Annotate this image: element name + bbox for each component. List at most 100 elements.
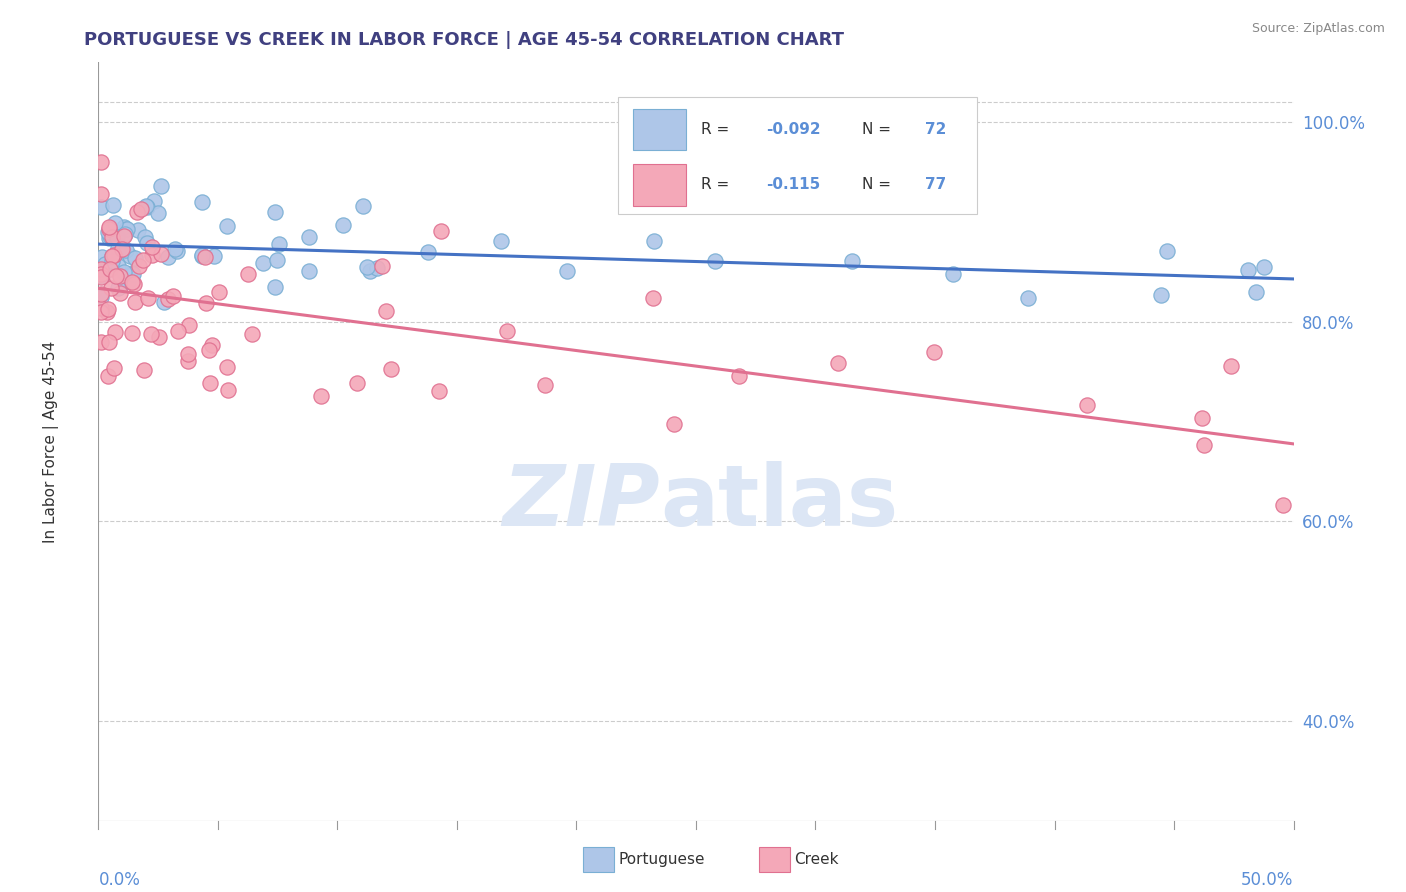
Point <box>115 243 138 257</box>
Point <box>1191 411 1213 425</box>
Text: -0.092: -0.092 <box>766 122 821 137</box>
Point <box>309 389 332 403</box>
Point <box>496 324 519 338</box>
Point <box>121 266 143 280</box>
Point <box>194 251 217 265</box>
Point <box>98 228 121 243</box>
Point <box>177 354 200 368</box>
Point <box>121 275 143 289</box>
Point <box>298 264 321 278</box>
Point <box>149 247 172 261</box>
Point <box>194 295 217 310</box>
Point <box>98 221 121 235</box>
Point <box>136 200 159 214</box>
Point <box>101 249 124 263</box>
Point <box>135 236 157 251</box>
Point <box>100 281 122 295</box>
Point <box>197 343 219 358</box>
Point <box>90 267 112 281</box>
Point <box>150 178 173 193</box>
Text: atlas: atlas <box>661 460 898 544</box>
Text: Portuguese: Portuguese <box>619 853 706 867</box>
Point <box>134 230 156 244</box>
Point <box>157 292 180 306</box>
Text: N =: N = <box>862 122 896 137</box>
Point <box>104 216 127 230</box>
Point <box>427 384 450 398</box>
Point <box>90 286 112 301</box>
Point <box>264 279 287 293</box>
Point <box>101 253 124 268</box>
Point <box>533 378 555 392</box>
Point <box>332 218 354 232</box>
Point <box>1017 291 1039 305</box>
Point <box>93 257 115 271</box>
Point <box>166 244 188 258</box>
Point <box>90 334 112 349</box>
Point <box>380 361 402 376</box>
Point <box>97 225 120 239</box>
Text: N =: N = <box>862 178 896 192</box>
Point <box>152 295 174 310</box>
Point <box>97 368 120 383</box>
Point <box>1236 263 1258 277</box>
Point <box>111 243 134 257</box>
Point <box>146 205 169 219</box>
Point <box>827 356 849 370</box>
Point <box>238 267 260 281</box>
Point <box>124 251 146 265</box>
Text: PORTUGUESE VS CREEK IN LABOR FORCE | AGE 45-54 CORRELATION CHART: PORTUGUESE VS CREEK IN LABOR FORCE | AGE… <box>84 31 845 49</box>
Point <box>121 267 143 281</box>
Point <box>163 242 186 256</box>
Point <box>148 330 170 344</box>
Point <box>134 362 156 376</box>
Point <box>114 222 136 236</box>
Point <box>90 269 112 284</box>
Point <box>103 248 125 262</box>
Point <box>127 223 149 237</box>
Text: 0.0%: 0.0% <box>98 871 141 888</box>
Point <box>90 187 112 202</box>
Point <box>142 194 165 208</box>
Point <box>108 237 131 252</box>
Point <box>356 260 378 274</box>
Point <box>177 318 200 332</box>
Point <box>266 253 288 268</box>
Point <box>104 268 127 283</box>
FancyBboxPatch shape <box>619 96 977 214</box>
Text: 50.0%: 50.0% <box>1241 871 1294 888</box>
Point <box>103 360 125 375</box>
Point <box>128 260 150 274</box>
Point <box>1253 260 1275 275</box>
Point <box>200 338 222 352</box>
Point <box>217 383 239 397</box>
Point <box>121 326 143 341</box>
Point <box>98 261 121 276</box>
Point <box>117 274 139 288</box>
Point <box>132 253 155 268</box>
Text: ZIP: ZIP <box>502 460 661 544</box>
Point <box>1076 398 1098 412</box>
Point <box>416 245 439 260</box>
Point <box>359 264 381 278</box>
Point <box>120 249 142 263</box>
Point <box>96 305 118 319</box>
Point <box>114 227 136 242</box>
Point <box>90 251 112 265</box>
Point <box>97 334 120 349</box>
Point <box>430 224 453 238</box>
Point <box>104 325 127 339</box>
Point <box>641 291 664 305</box>
Point <box>90 200 112 214</box>
Text: R =: R = <box>700 178 734 192</box>
Point <box>1246 285 1268 299</box>
Point <box>117 222 139 236</box>
Point <box>166 324 188 338</box>
Point <box>112 244 135 258</box>
Point <box>217 360 239 375</box>
Point <box>101 230 124 244</box>
Point <box>112 229 135 244</box>
Point <box>112 220 135 235</box>
Point <box>141 326 163 341</box>
Point <box>191 249 214 263</box>
